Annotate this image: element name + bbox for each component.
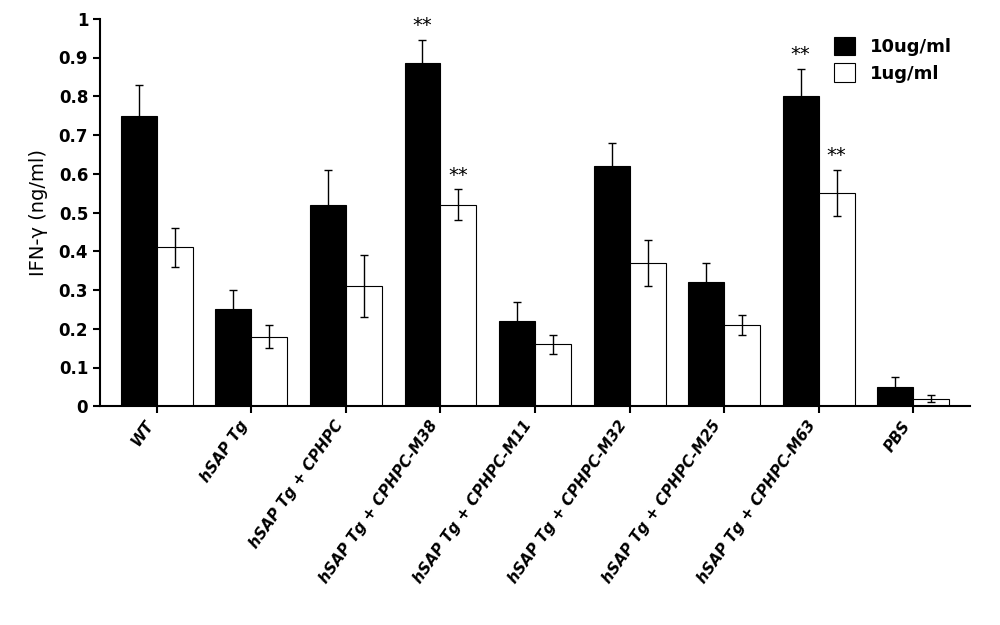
Bar [121,116,157,406]
Bar [405,63,440,406]
Bar [440,205,476,406]
Bar [783,96,819,406]
Bar [630,263,666,406]
Bar [688,282,724,406]
Bar [724,325,760,406]
Bar [594,166,630,406]
Bar [877,387,913,406]
Bar [499,321,535,406]
Bar [251,336,287,406]
Legend: 10ug/ml, 1ug/ml: 10ug/ml, 1ug/ml [825,28,961,92]
Text: **: ** [449,166,468,184]
Bar [215,309,251,406]
Bar [913,399,949,406]
Y-axis label: IFN-γ (ng/ml): IFN-γ (ng/ml) [29,149,48,276]
Bar [535,344,571,406]
Bar [819,193,855,406]
Text: **: ** [413,16,432,36]
Bar [157,248,193,406]
Text: **: ** [791,46,811,64]
Text: **: ** [827,146,847,165]
Bar [310,205,346,406]
Bar [346,286,382,406]
